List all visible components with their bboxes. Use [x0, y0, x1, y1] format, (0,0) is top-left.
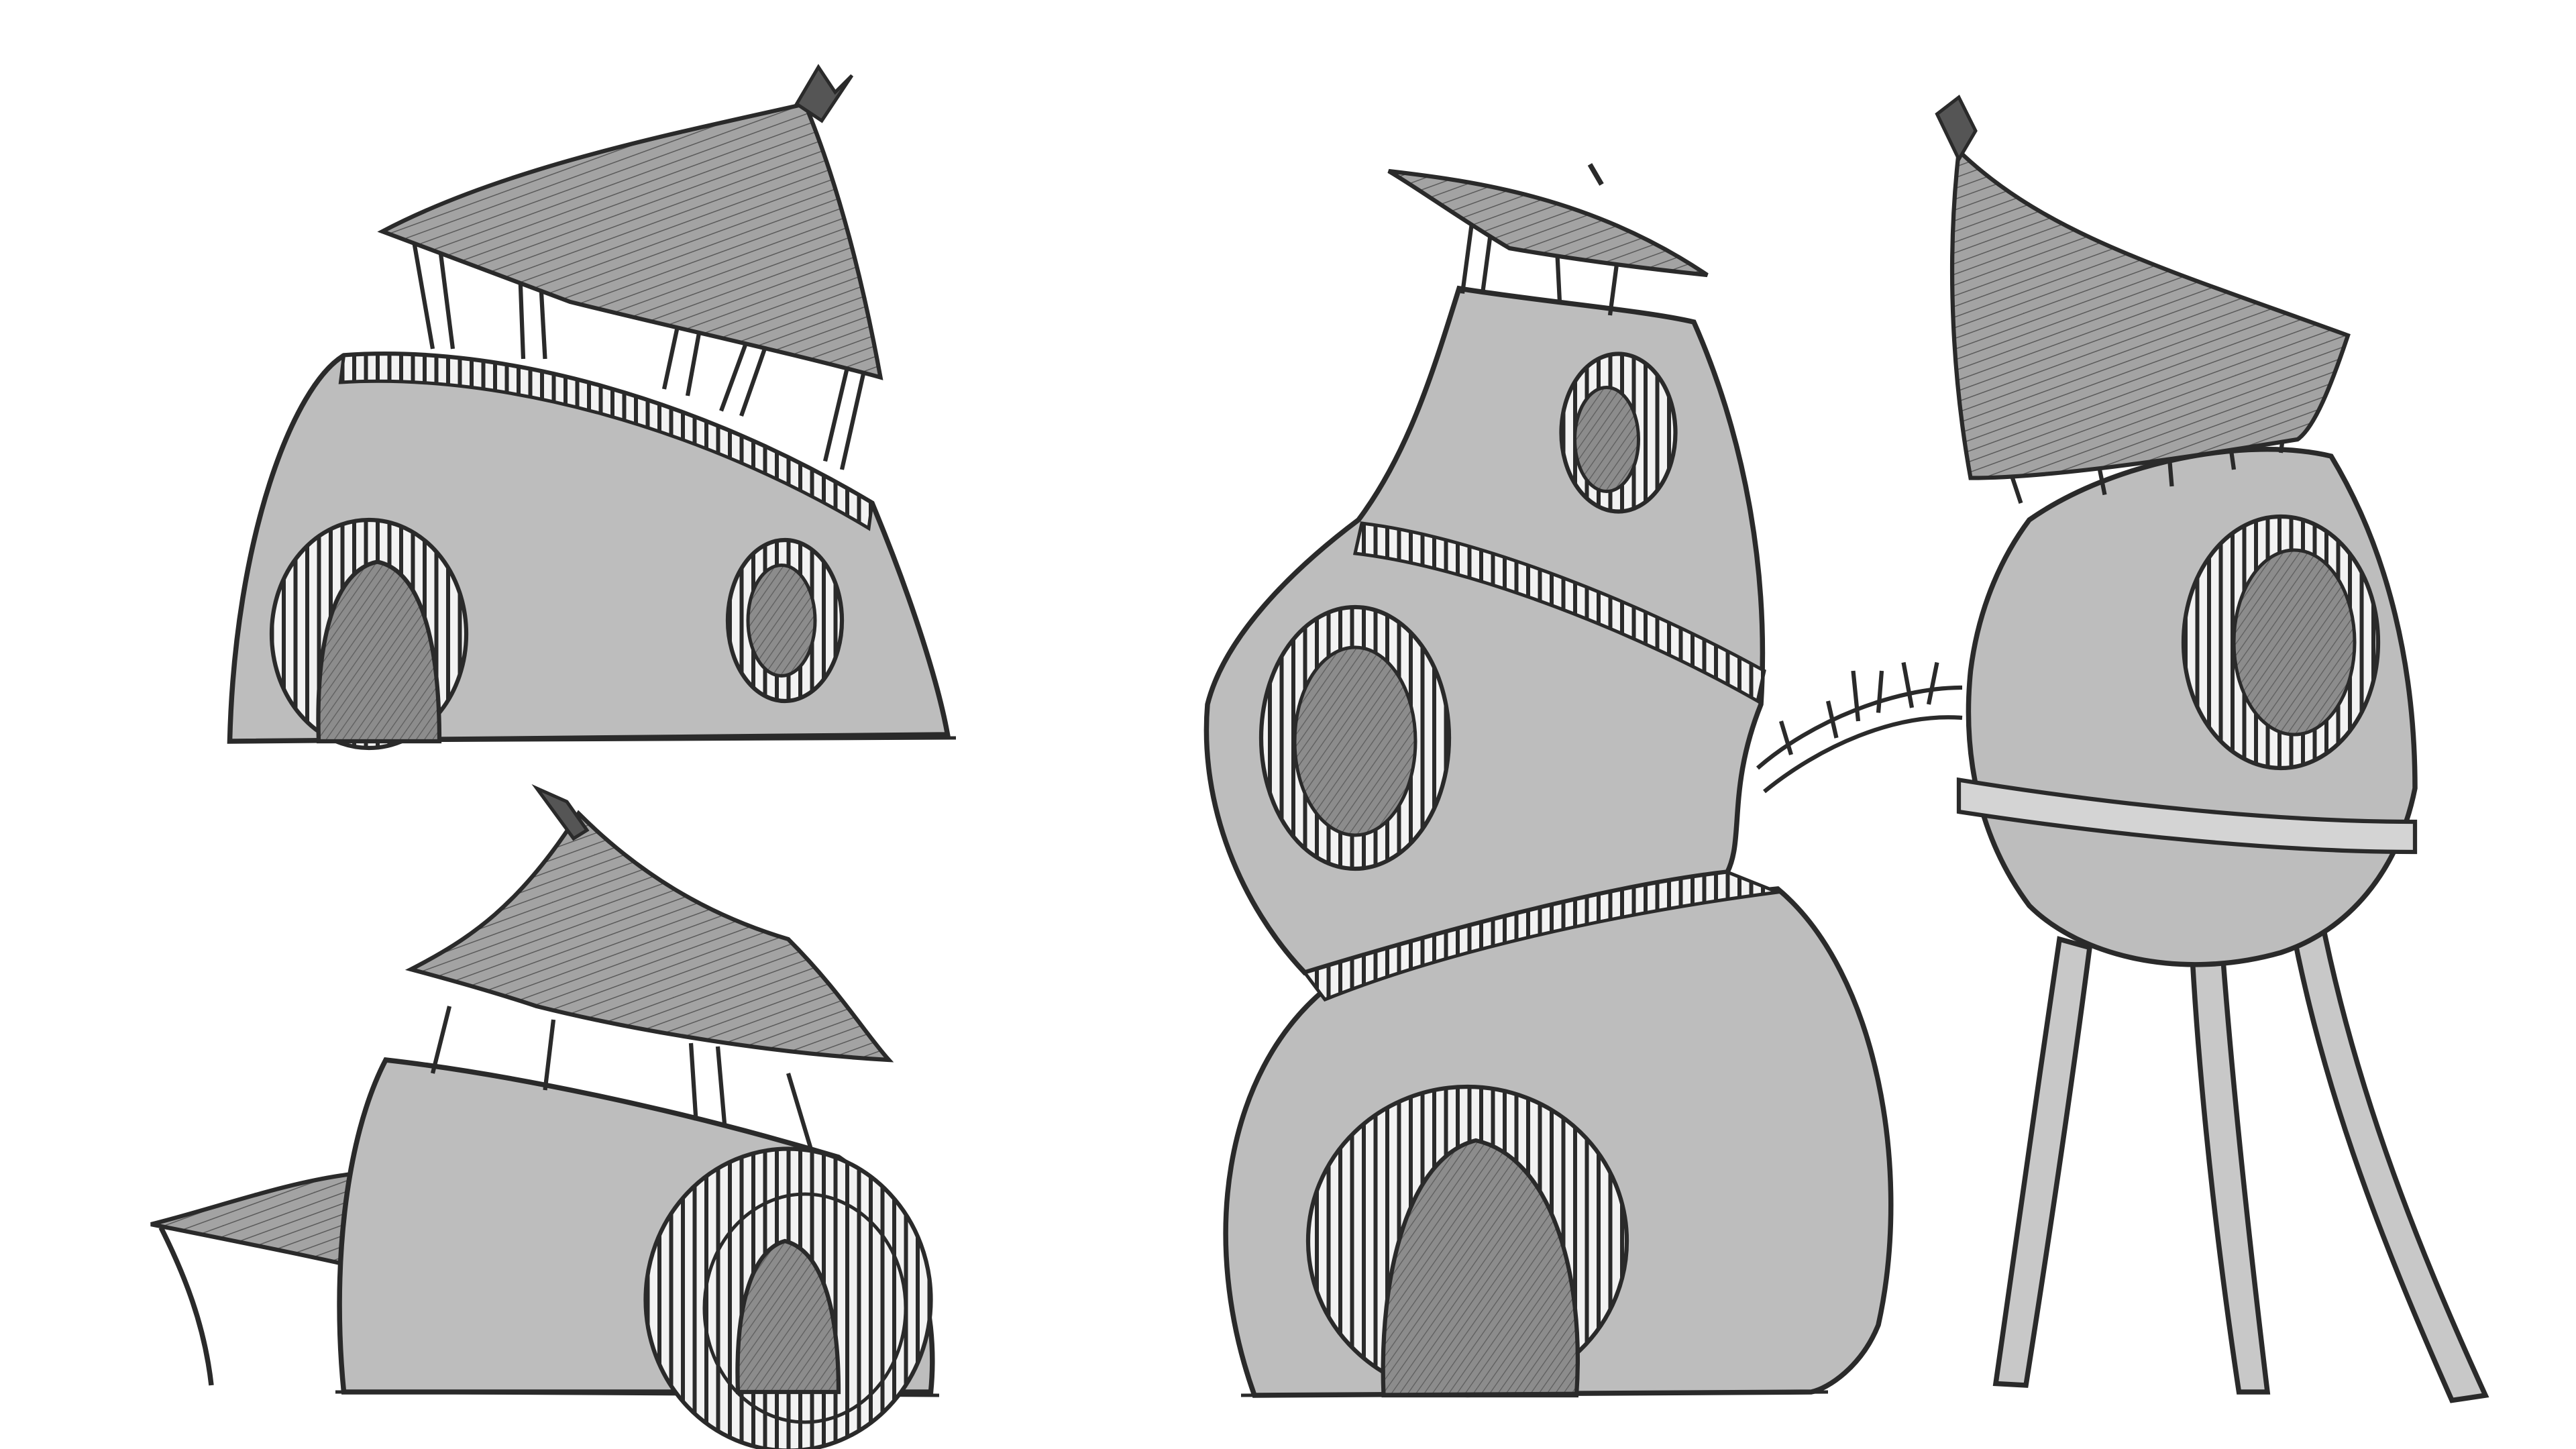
stilt-pod-hut	[1935, 95, 2489, 1403]
sloped-roof-dome-hut	[227, 64, 957, 751]
canopy-dome-hut	[150, 784, 940, 1449]
gourd-tower-hut	[1203, 163, 1894, 1398]
rope-bridge	[1756, 661, 1963, 794]
